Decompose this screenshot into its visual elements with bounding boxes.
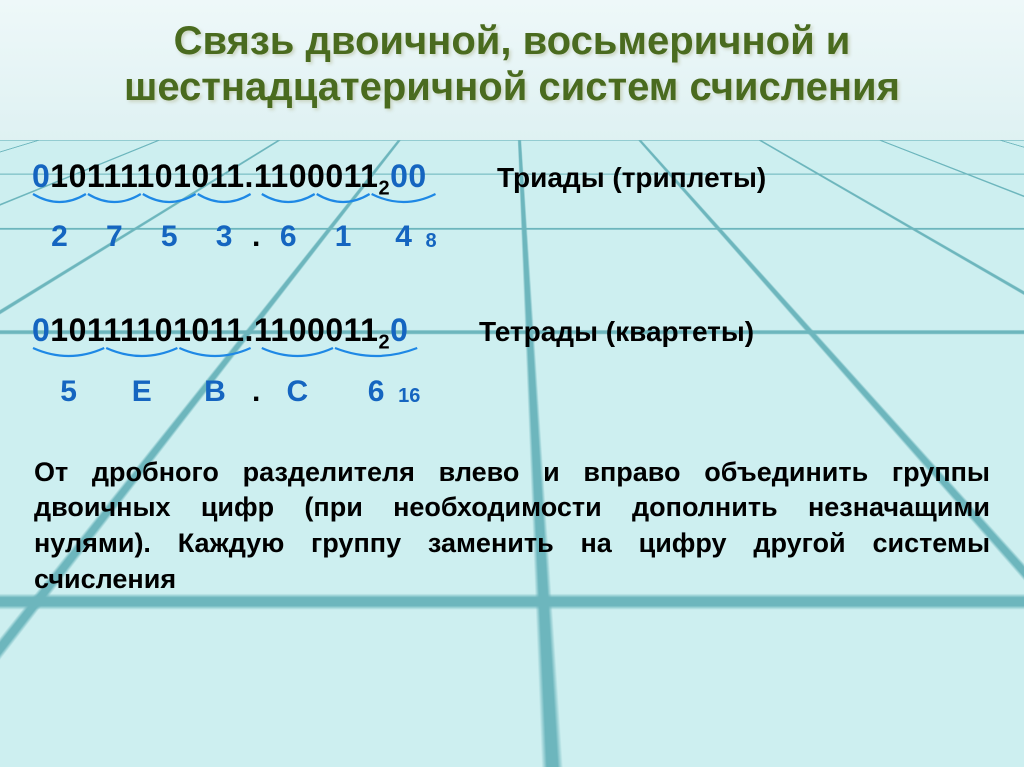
triad-trail-pad: 00 <box>390 158 427 194</box>
base-subscript: 16 <box>398 385 420 408</box>
triad-sub: 2 <box>378 177 390 199</box>
digit: 2 <box>51 220 68 254</box>
slide-content: Связь двоичной, восьмеричной и шестнадца… <box>0 0 1024 597</box>
tetrad-binary: 010111101011.110001120 <box>32 312 419 354</box>
tetrad-row: 010111101011.110001120 5EB.C616 Тетрады … <box>32 312 992 410</box>
explanation-text: От дробного разделителя влево и вправо о… <box>32 455 992 598</box>
triad-row: 010111101011.1100011200 2753.6148 Триады… <box>32 158 992 256</box>
tetrad-lead-pad: 0 <box>32 312 50 348</box>
triad-main: 10111101011.1100011 <box>50 158 378 194</box>
tetrad-digits: 5 E B. C 6 16 <box>32 375 419 411</box>
digit: 4 <box>395 220 412 254</box>
triad-number-block: 010111101011.1100011200 2753.6148 <box>32 158 437 256</box>
digit: 5 <box>161 220 178 254</box>
triad-label: Триады (триплеты) <box>437 158 992 194</box>
digit: 5 <box>60 375 77 409</box>
digit: 6 <box>368 375 385 409</box>
tetrad-number-block: 010111101011.110001120 5EB.C616 <box>32 312 419 410</box>
tetrad-main: 10111101011.1100011 <box>50 312 378 348</box>
slide-title: Связь двоичной, восьмеричной и шестнадца… <box>32 18 992 110</box>
tetrad-label: Тетрады (квартеты) <box>419 312 992 348</box>
triad-digits: 2 7 5 3. 6 1 48 <box>32 220 437 256</box>
digit: B <box>204 375 226 409</box>
base-subscript: 8 <box>426 230 437 253</box>
digit: . <box>252 375 260 409</box>
tetrad-trail-pad: 0 <box>390 312 408 348</box>
digit: 1 <box>335 220 352 254</box>
digit: C <box>287 375 309 409</box>
digit: . <box>252 220 260 254</box>
tetrad-sub: 2 <box>378 332 390 354</box>
digit: 3 <box>216 220 233 254</box>
digit: E <box>132 375 152 409</box>
triad-binary: 010111101011.1100011200 <box>32 158 437 200</box>
digit: 6 <box>280 220 297 254</box>
triad-lead-pad: 0 <box>32 158 50 194</box>
digit: 7 <box>106 220 123 254</box>
